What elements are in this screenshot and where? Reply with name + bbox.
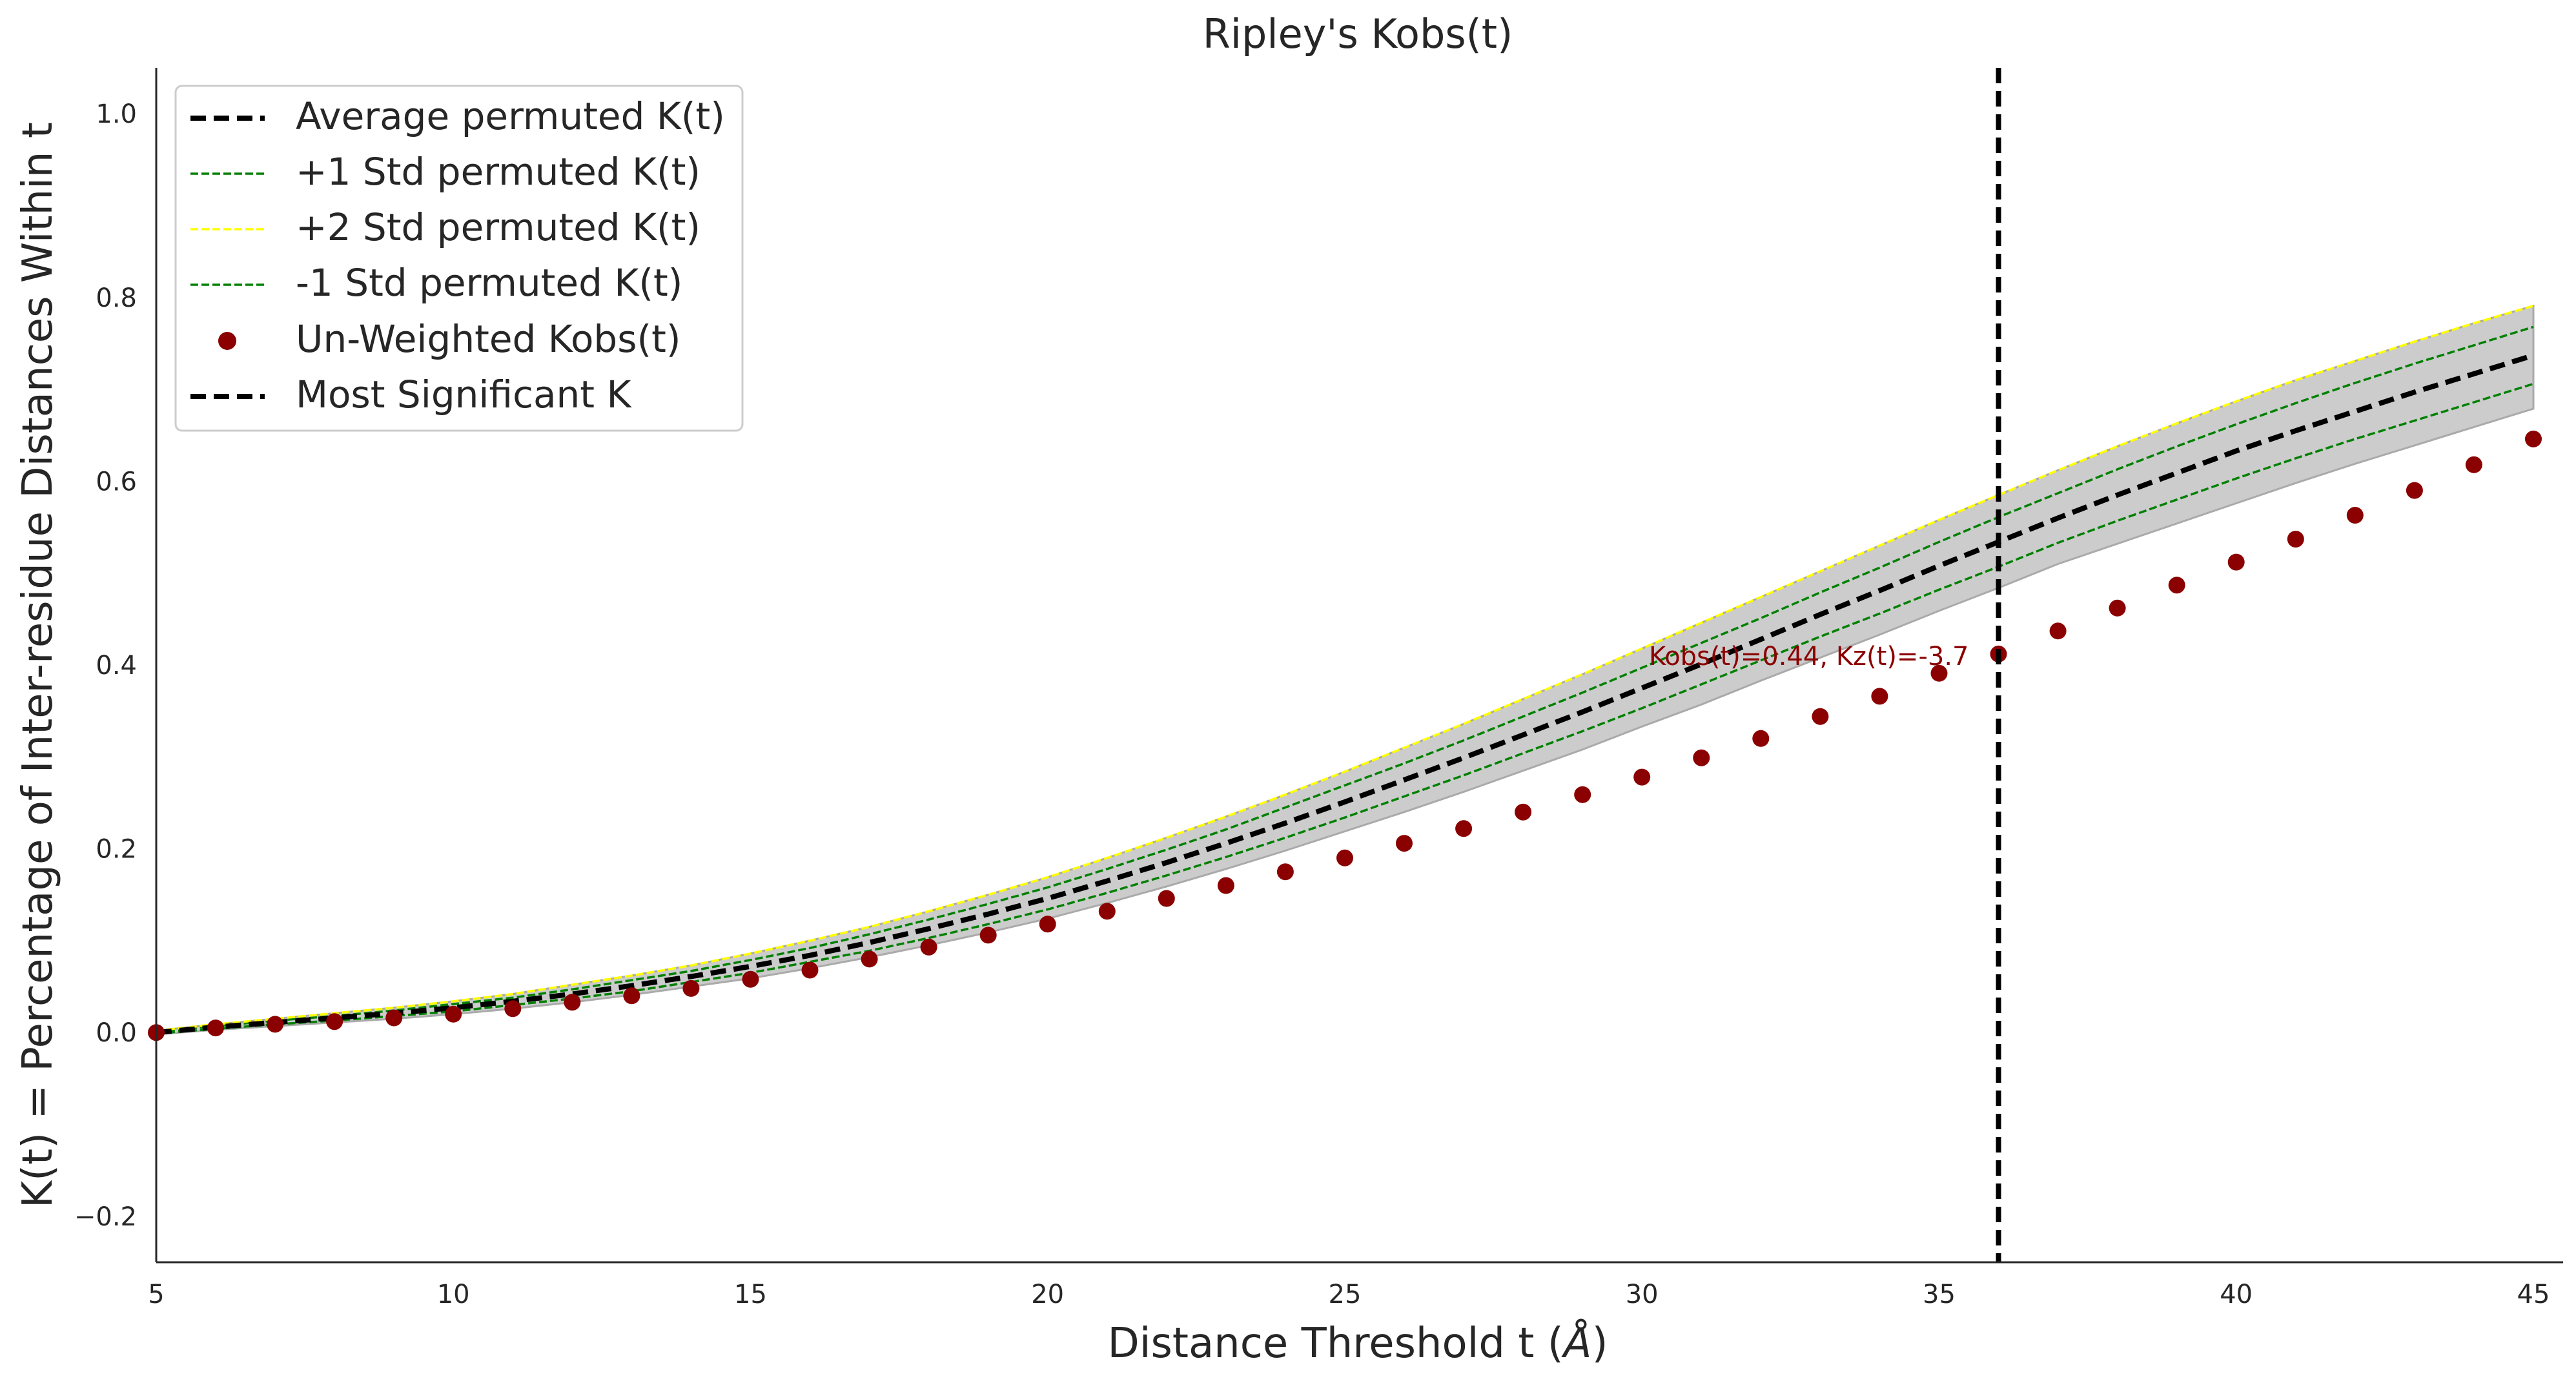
kobs-point-13: [920, 938, 937, 956]
legend-label-plus2: +2 Std permuted K(t): [296, 205, 700, 249]
y-tick-label-4: 0.6: [96, 467, 137, 497]
kobs-point-34: [2168, 577, 2185, 594]
y-tick-label-6: 1.0: [96, 99, 137, 129]
kobs-point-9: [682, 979, 700, 997]
chart-title: Ripley's Kobs(t): [1203, 10, 1513, 57]
legend-label-average: Average permuted K(t): [296, 94, 725, 138]
x-tick-label-8: 45: [2517, 1280, 2550, 1309]
kobs-point-12: [861, 950, 878, 968]
kobs-point-14: [979, 927, 997, 944]
kobs-point-1: [207, 1019, 224, 1037]
kobs-point-30: [1930, 664, 1948, 682]
series-line-0: [156, 353, 2535, 1036]
legend-swatch-kobs: [218, 332, 236, 350]
kobs-point-22: [1455, 820, 1473, 837]
kobs-point-19: [1276, 863, 1294, 881]
x-tick-label-3: 20: [1031, 1280, 1064, 1309]
x-axis-label-close: ): [1592, 1320, 1608, 1368]
kobs-point-35: [2227, 553, 2245, 571]
kobs-point-26: [1693, 749, 1710, 766]
kobs-point-37: [2346, 507, 2364, 524]
y-tick-label-3: 0.4: [96, 651, 137, 681]
kobs-point-23: [1515, 803, 1532, 821]
kobs-point-32: [2049, 622, 2067, 640]
x-tick-label-2: 15: [734, 1280, 767, 1309]
kobs-point-20: [1336, 849, 1353, 866]
y-tick-label-0: −0.2: [74, 1202, 137, 1232]
kobs-point-2: [267, 1016, 284, 1033]
legend-label-plus1: +1 Std permuted K(t): [296, 150, 700, 194]
x-tick-label-7: 40: [2220, 1280, 2253, 1309]
legend-box: [174, 85, 744, 432]
kobs-annotation: Kobs(t)=0.44, Kz(t)=-3.7: [1649, 642, 1969, 671]
kobs-point-36: [2287, 531, 2304, 548]
kobs-point-28: [1812, 708, 1829, 725]
y-tick-label-5: 0.8: [96, 283, 137, 313]
x-axis-label: Distance Threshold t (Å): [1107, 1318, 1608, 1368]
x-tick-label-0: 5: [148, 1280, 164, 1309]
x-tick-label-6: 35: [1923, 1280, 1956, 1309]
kobs-point-15: [1039, 916, 1056, 933]
kobs-point-3: [326, 1013, 343, 1030]
kobs-points-layer: [148, 430, 2542, 1041]
kobs-point-4: [385, 1009, 403, 1027]
y-tick-labels: −0.2 0.0 0.2 0.4 0.6 0.8 1.0: [74, 99, 137, 1232]
kobs-point-7: [564, 994, 581, 1011]
x-tick-label-1: 10: [437, 1280, 470, 1309]
series-line-3: [156, 382, 2534, 1035]
kobs-point-8: [623, 987, 640, 1005]
x-axis-label-unit: Å: [1561, 1318, 1592, 1368]
y-tick-label-1: 0.0: [96, 1018, 137, 1048]
legend: Average permuted K(t) +1 Std permuted K(…: [174, 85, 744, 432]
series-lines-layer: [156, 304, 2535, 1036]
kobs-point-29: [1871, 688, 1888, 705]
kobs-point-33: [2109, 599, 2126, 617]
legend-label-most-significant: Most Significant K: [296, 373, 632, 416]
kobs-point-39: [2465, 456, 2482, 473]
kobs-point-16: [1098, 903, 1116, 920]
kobs-point-38: [2406, 482, 2423, 499]
y-axis-label: K(t) = Percentage of Inter-residue Dista…: [14, 122, 62, 1208]
kobs-point-11: [801, 961, 819, 979]
kobs-point-10: [742, 970, 759, 988]
y-tick-label-2: 0.2: [96, 835, 137, 865]
kobs-point-18: [1217, 877, 1234, 894]
x-tick-label-4: 25: [1329, 1280, 1362, 1309]
kobs-point-17: [1158, 890, 1175, 907]
kobs-point-21: [1396, 835, 1413, 852]
x-tick-label-5: 30: [1626, 1280, 1659, 1309]
kobs-point-27: [1752, 730, 1770, 747]
x-tick-labels: 5 10 15 20 25 30 35 40 45: [148, 1280, 2550, 1309]
series-line-2: [156, 304, 2534, 1032]
kobs-point-25: [1633, 768, 1651, 786]
legend-label-kobs: Un-Weighted Kobs(t): [296, 317, 680, 361]
legend-label-minus1: -1 Std permuted K(t): [296, 261, 682, 305]
x-axis-label-main: Distance Threshold t (: [1107, 1320, 1563, 1368]
series-line-1: [156, 325, 2534, 1033]
kobs-point-24: [1574, 786, 1591, 803]
kobs-point-5: [445, 1005, 462, 1023]
kobs-point-6: [504, 1000, 522, 1018]
kobs-point-40: [2525, 430, 2542, 447]
